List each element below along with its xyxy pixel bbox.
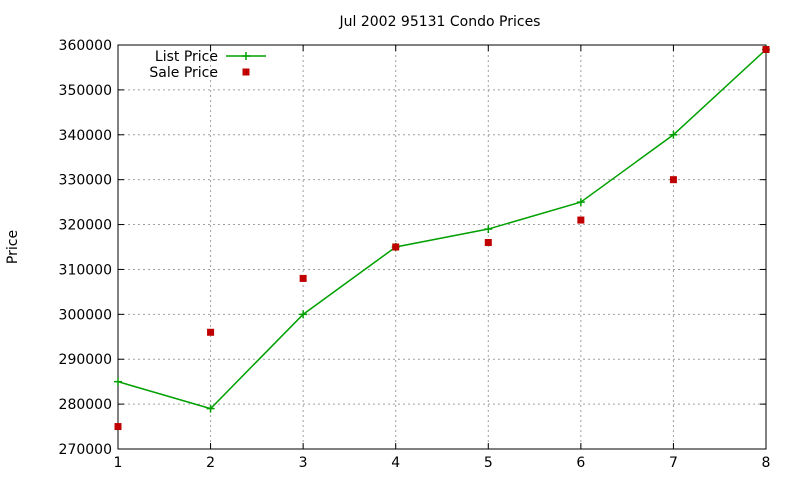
data-point-list-price [206,404,215,413]
y-tick-label: 280000 [59,397,112,413]
data-point-sale-price [207,328,215,336]
data-point-list-price [114,377,122,386]
x-tick-label: 8 [762,455,771,471]
y-tick-label: 350000 [59,83,112,99]
y-tick-label: 360000 [59,38,112,54]
series-layer [114,45,770,431]
legend-marker-sale-price [242,68,250,76]
data-point-sale-price [484,239,492,247]
data-point-sale-price [669,176,677,184]
x-tick-label: 6 [576,455,585,471]
y-tick-label: 310000 [59,262,112,278]
data-point-list-price [299,310,308,319]
plot-border [117,44,767,450]
y-tick-label: 290000 [59,352,112,368]
chart-title: Jul 2002 95131 Condo Prices [339,14,541,30]
data-point-list-price [576,198,585,207]
data-point-sale-price [299,274,307,282]
data-point-list-price [484,225,493,234]
x-tick-label: 4 [391,455,400,471]
series-sale-price [114,45,770,431]
y-axis-label: Price [5,230,21,264]
y-tick-label: 300000 [59,307,112,323]
y-tick-label: 320000 [59,218,112,234]
x-tick-label: 7 [669,455,678,471]
x-tick-label: 5 [484,455,493,471]
data-point-sale-price [114,423,122,431]
x-tick-label: 1 [114,455,123,471]
data-point-sale-price [577,216,585,224]
legend-label-list-price: List Price [155,49,218,65]
data-point-sale-price [762,45,770,53]
legend-label-sale-price: Sale Price [149,65,218,81]
x-tick-label: 3 [299,455,308,471]
y-tick-label: 330000 [59,173,112,189]
series-line-list-price [117,48,767,410]
series-list-price [114,45,770,413]
y-tick-label: 340000 [59,128,112,144]
x-tick-label: 2 [206,455,215,471]
y-axis-ticks: 270000 280000 290000 300000 310000 320000 3300… [59,38,766,458]
y-tick-label: 270000 [59,442,112,458]
data-point-list-price [669,130,678,139]
legend-marker-list-price [242,52,250,60]
grid [118,45,766,449]
data-point-sale-price [392,243,400,251]
